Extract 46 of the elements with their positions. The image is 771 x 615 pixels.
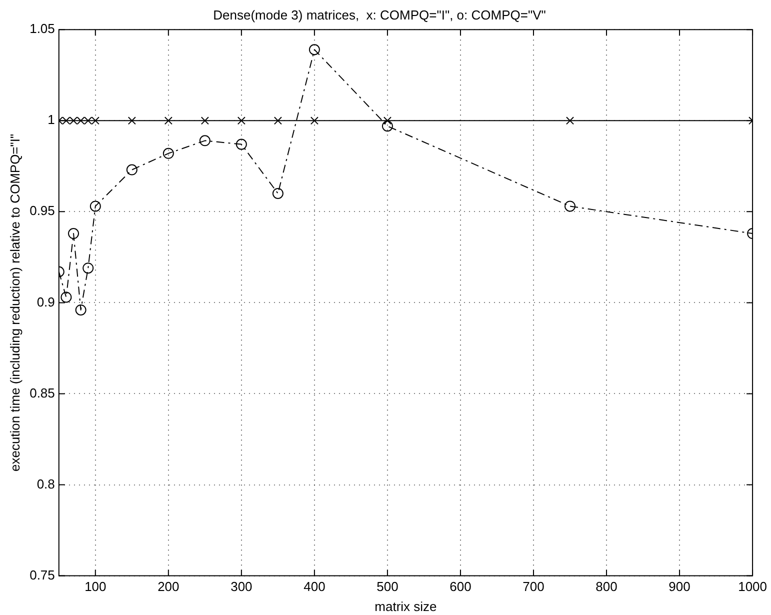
point	[75, 304, 86, 316]
point	[564, 200, 576, 212]
x-tick-label: 300	[230, 579, 252, 594]
x-tick-label: 800	[596, 579, 618, 594]
point	[274, 116, 282, 125]
point	[68, 228, 80, 240]
x-tick-label: 700	[522, 579, 544, 594]
x-tick-label: 600	[450, 579, 472, 594]
point	[199, 135, 210, 146]
y-tick-label: 0.9	[36, 294, 55, 310]
point	[162, 148, 174, 159]
point	[60, 292, 72, 303]
point	[62, 116, 70, 125]
point	[90, 200, 101, 212]
point	[84, 116, 92, 125]
point	[164, 116, 172, 125]
point	[236, 138, 247, 150]
point	[308, 44, 320, 56]
x-tick-label: 900	[668, 579, 690, 594]
point	[200, 116, 209, 125]
point	[566, 116, 574, 125]
point	[82, 262, 94, 274]
x-tick-label: 100	[84, 579, 106, 594]
point	[76, 116, 85, 125]
y-tick-label: 1	[48, 112, 55, 128]
y-axis-title: execution time (including reduction) relative to COMPQ="I"	[7, 134, 22, 472]
y-tick-label: 0.8	[36, 476, 55, 492]
point	[272, 188, 284, 199]
point	[310, 116, 318, 125]
point	[126, 164, 138, 176]
x-axis-title: matrix size	[374, 598, 437, 614]
y-tick-label: 0.85	[30, 385, 55, 400]
y-tick-label: 1.05	[30, 21, 55, 36]
point	[128, 116, 136, 125]
point	[382, 120, 393, 132]
point	[383, 116, 392, 125]
chart-title: Dense(mode 3) matrices, x: COMPQ="I", o: COMPQ="V"	[213, 7, 546, 22]
point	[91, 116, 100, 125]
y-tick-label: 0.75	[30, 567, 55, 582]
x-tick-label: 400	[304, 579, 326, 594]
y-tick-label: 0.95	[30, 203, 55, 218]
x-tick-label: 500	[376, 579, 398, 594]
x-tick-label: 1000	[738, 579, 767, 594]
point	[69, 116, 78, 125]
x-tick-label: 200	[158, 579, 180, 594]
point	[237, 116, 246, 125]
